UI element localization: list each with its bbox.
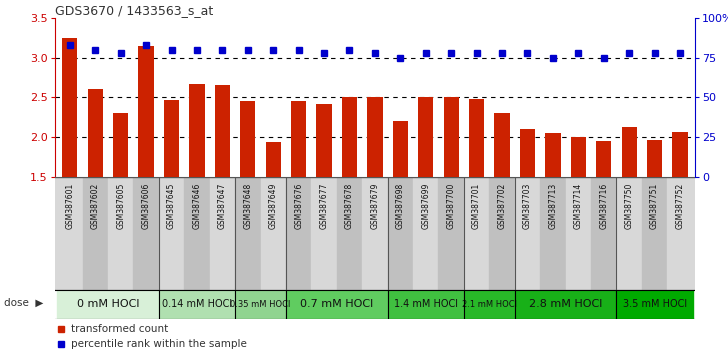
Bar bbox=[189, 84, 205, 177]
Bar bbox=[647, 139, 662, 177]
Text: GSM387751: GSM387751 bbox=[650, 183, 659, 229]
Bar bbox=[57, 177, 82, 290]
Text: GSM387699: GSM387699 bbox=[422, 183, 430, 229]
Bar bbox=[342, 97, 357, 177]
Text: GSM387605: GSM387605 bbox=[116, 183, 125, 229]
Bar bbox=[261, 177, 286, 290]
Bar bbox=[133, 177, 159, 290]
Bar bbox=[184, 177, 210, 290]
Bar bbox=[164, 100, 179, 177]
Bar bbox=[545, 133, 561, 177]
Bar bbox=[235, 177, 261, 290]
Text: GSM387601: GSM387601 bbox=[66, 183, 74, 229]
Bar bbox=[62, 38, 77, 177]
Bar bbox=[108, 177, 133, 290]
Text: GSM387698: GSM387698 bbox=[396, 183, 405, 229]
Text: transformed count: transformed count bbox=[71, 324, 168, 333]
Bar bbox=[673, 132, 688, 177]
Text: 0.35 mM HOCl: 0.35 mM HOCl bbox=[230, 300, 290, 309]
Bar bbox=[596, 141, 612, 177]
Text: GSM387713: GSM387713 bbox=[548, 183, 558, 229]
Bar bbox=[138, 46, 154, 177]
Bar bbox=[540, 177, 566, 290]
Text: GSM387716: GSM387716 bbox=[599, 183, 608, 229]
Text: GSM387752: GSM387752 bbox=[676, 183, 684, 229]
Text: dose  ▶: dose ▶ bbox=[4, 298, 44, 308]
Text: GSM387645: GSM387645 bbox=[167, 183, 176, 229]
Bar bbox=[286, 290, 387, 319]
Text: GSM387679: GSM387679 bbox=[371, 183, 379, 229]
Bar bbox=[387, 290, 464, 319]
Bar bbox=[413, 177, 438, 290]
Bar bbox=[515, 290, 617, 319]
Text: GSM387677: GSM387677 bbox=[320, 183, 328, 229]
Text: GSM387648: GSM387648 bbox=[243, 183, 253, 229]
Bar bbox=[337, 177, 363, 290]
Bar bbox=[443, 97, 459, 177]
Text: 1.4 mM HOCl: 1.4 mM HOCl bbox=[394, 299, 458, 309]
Bar bbox=[469, 99, 484, 177]
Bar bbox=[266, 142, 281, 177]
Text: GSM387646: GSM387646 bbox=[192, 183, 202, 229]
Bar bbox=[392, 121, 408, 177]
Text: GSM387676: GSM387676 bbox=[294, 183, 303, 229]
Bar bbox=[668, 177, 693, 290]
Text: 0.14 mM HOCl: 0.14 mM HOCl bbox=[162, 299, 232, 309]
Text: GDS3670 / 1433563_s_at: GDS3670 / 1433563_s_at bbox=[55, 4, 213, 17]
Text: 2.1 mM HOCl: 2.1 mM HOCl bbox=[462, 300, 517, 309]
Bar bbox=[159, 177, 184, 290]
Bar bbox=[591, 177, 617, 290]
Text: GSM387750: GSM387750 bbox=[625, 183, 633, 229]
Text: 2.8 mM HOCl: 2.8 mM HOCl bbox=[529, 299, 602, 309]
Text: GSM387700: GSM387700 bbox=[447, 183, 456, 229]
Bar bbox=[317, 104, 332, 177]
Text: GSM387702: GSM387702 bbox=[497, 183, 507, 229]
Bar bbox=[438, 177, 464, 290]
Bar bbox=[520, 129, 535, 177]
Bar bbox=[57, 290, 159, 319]
Bar bbox=[566, 177, 591, 290]
Bar bbox=[617, 177, 642, 290]
Bar bbox=[240, 101, 256, 177]
Bar bbox=[82, 177, 108, 290]
Bar bbox=[312, 177, 337, 290]
Bar bbox=[368, 97, 382, 177]
Bar bbox=[617, 290, 693, 319]
Text: percentile rank within the sample: percentile rank within the sample bbox=[71, 339, 247, 349]
Bar bbox=[622, 127, 637, 177]
Bar bbox=[210, 177, 235, 290]
Text: GSM387678: GSM387678 bbox=[345, 183, 354, 229]
Bar bbox=[494, 113, 510, 177]
Bar bbox=[642, 177, 668, 290]
Bar bbox=[291, 101, 306, 177]
Text: GSM387703: GSM387703 bbox=[523, 183, 532, 229]
Text: GSM387647: GSM387647 bbox=[218, 183, 227, 229]
Text: GSM387701: GSM387701 bbox=[472, 183, 481, 229]
Text: GSM387714: GSM387714 bbox=[574, 183, 583, 229]
Bar bbox=[387, 177, 413, 290]
Bar bbox=[235, 290, 286, 319]
Bar bbox=[571, 137, 586, 177]
Bar bbox=[159, 290, 235, 319]
Text: 0.7 mM HOCl: 0.7 mM HOCl bbox=[300, 299, 373, 309]
Bar bbox=[113, 113, 128, 177]
Bar bbox=[515, 177, 540, 290]
Bar bbox=[363, 177, 387, 290]
Text: GSM387602: GSM387602 bbox=[91, 183, 100, 229]
Bar bbox=[215, 85, 230, 177]
Text: GSM387649: GSM387649 bbox=[269, 183, 277, 229]
Bar bbox=[464, 177, 489, 290]
Text: 3.5 mM HOCl: 3.5 mM HOCl bbox=[622, 299, 687, 309]
Text: GSM387606: GSM387606 bbox=[142, 183, 151, 229]
Bar bbox=[87, 89, 103, 177]
Bar bbox=[464, 290, 515, 319]
Bar bbox=[286, 177, 312, 290]
Text: 0 mM HOCl: 0 mM HOCl bbox=[76, 299, 139, 309]
Bar bbox=[489, 177, 515, 290]
Bar bbox=[418, 97, 433, 177]
